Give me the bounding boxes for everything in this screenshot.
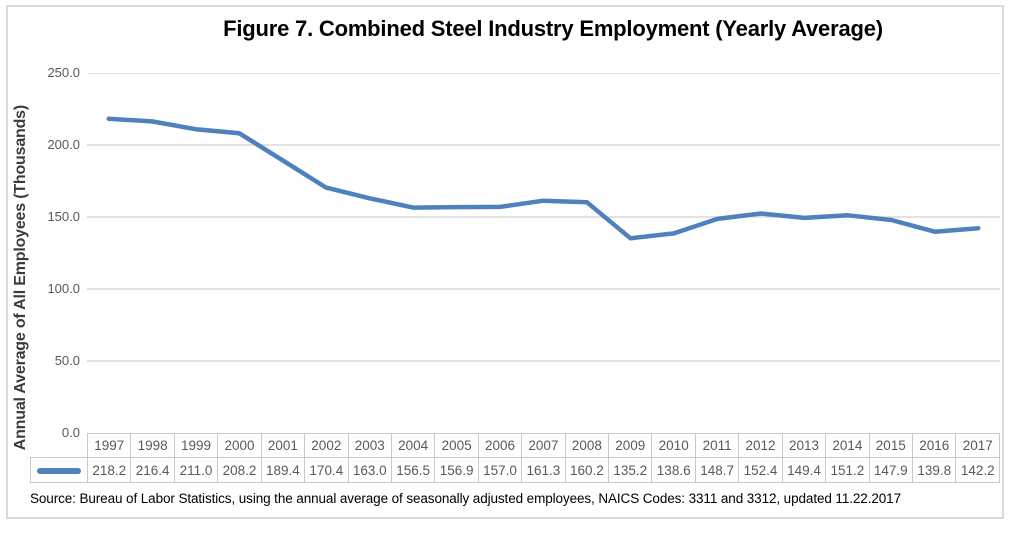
year-cell: 2017 [955, 433, 1000, 458]
year-cell: 2008 [564, 433, 610, 458]
y-tick-label: 250.0 [47, 65, 80, 80]
value-cell: 135.2 [608, 457, 653, 483]
value-cell: 163.0 [347, 457, 392, 483]
value-cell: 157.0 [477, 457, 523, 483]
value-cell: 161.3 [521, 457, 566, 483]
year-cell: 2012 [738, 433, 783, 458]
employment-line-series [106, 116, 981, 241]
year-cell: 2003 [347, 433, 392, 458]
value-cell: 156.5 [390, 457, 436, 483]
year-cell: 2007 [521, 433, 566, 458]
source-note: Source: Bureau of Labor Statistics, usin… [30, 491, 901, 506]
value-cell: 149.4 [781, 457, 827, 483]
value-cell: 216.4 [130, 457, 175, 483]
value-cell: 211.0 [173, 457, 219, 483]
value-cell: 148.7 [694, 457, 740, 483]
year-cell: 2015 [868, 433, 914, 458]
year-cell: 1997 [86, 433, 132, 458]
year-cell: 2002 [304, 433, 349, 458]
value-cell: 160.2 [564, 457, 610, 483]
value-cell: 139.8 [912, 457, 957, 483]
y-axis-title: Annual Average of All Employees (Thousan… [9, 72, 33, 484]
y-tick-label: 100.0 [47, 281, 80, 296]
value-cell: 142.2 [955, 457, 1000, 483]
value-cell: 170.4 [304, 457, 349, 483]
data-table: 1997 1998 1999 2000 2001 2002 2003 2004 2005 2006… [30, 433, 1000, 483]
value-cell: 189.4 [260, 457, 306, 483]
year-cell: 2005 [434, 433, 479, 458]
value-cell: 218.2 [86, 457, 132, 483]
value-cell: 138.6 [651, 457, 696, 483]
chart-title: Figure 7. Combined Steel Industry Employ… [223, 16, 883, 41]
line-plot [87, 73, 1000, 362]
year-cell: 2010 [651, 433, 696, 458]
year-cell: 2009 [608, 433, 653, 458]
year-cell: 2011 [694, 433, 740, 458]
y-tick-label: 0.0 [61, 425, 80, 440]
year-cell: 1998 [130, 433, 175, 458]
legend-key-cell [30, 457, 88, 483]
year-cell: 2014 [825, 433, 870, 458]
series-legend-key-icon [37, 467, 81, 474]
legend-spacer-cell [31, 434, 88, 458]
y-tick-label: 200.0 [47, 137, 80, 152]
value-cell: 152.4 [738, 457, 783, 483]
year-cell: 2006 [477, 433, 523, 458]
year-cell: 2004 [390, 433, 436, 458]
value-cell: 147.9 [868, 457, 914, 483]
year-cell: 2001 [260, 433, 306, 458]
y-tick-label: 150.0 [47, 209, 80, 224]
year-cell: 2013 [781, 433, 827, 458]
value-cell: 151.2 [825, 457, 870, 483]
y-axis-title-text: Annual Average of All Employees (Thousan… [12, 105, 29, 451]
year-cell: 2000 [217, 433, 262, 458]
y-tick-label: 50.0 [54, 353, 80, 368]
value-cell: 156.9 [434, 457, 479, 483]
year-cell: 1999 [173, 433, 219, 458]
year-cell: 2016 [912, 433, 957, 458]
value-cell: 208.2 [217, 457, 262, 483]
